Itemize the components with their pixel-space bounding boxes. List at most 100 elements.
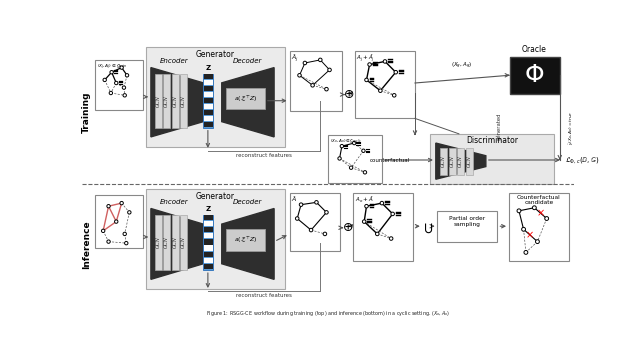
Circle shape: [324, 211, 328, 214]
Bar: [204, 215, 212, 220]
Polygon shape: [151, 208, 204, 279]
Bar: [95, 195, 143, 248]
Text: $A_j + \hat{A}_j$: $A_j + \hat{A}_j$: [356, 52, 376, 64]
Circle shape: [391, 212, 394, 216]
Bar: [449, 148, 456, 175]
Circle shape: [364, 171, 367, 174]
Polygon shape: [221, 68, 274, 137]
Circle shape: [120, 202, 124, 205]
Circle shape: [309, 228, 313, 232]
Text: Encoder: Encoder: [160, 58, 188, 64]
Bar: [204, 80, 212, 85]
Bar: [355, 51, 415, 118]
Bar: [458, 148, 464, 175]
Bar: [509, 193, 569, 261]
Text: GCN: GCN: [181, 95, 186, 107]
Bar: [204, 86, 212, 91]
Bar: [180, 215, 187, 270]
Circle shape: [115, 81, 118, 85]
Circle shape: [324, 87, 328, 91]
Circle shape: [536, 240, 540, 243]
Circle shape: [303, 61, 307, 65]
Bar: [204, 104, 212, 109]
Bar: [509, 57, 560, 94]
Text: $(X_o, A_o) \in \mathcal{G}_{cyclic}$: $(X_o, A_o) \in \mathcal{G}_{cyclic}$: [330, 137, 362, 146]
Bar: [204, 264, 212, 269]
Circle shape: [545, 217, 548, 221]
Text: $\times$: $\times$: [536, 208, 545, 218]
Bar: [204, 122, 212, 127]
Circle shape: [311, 83, 314, 87]
Text: GCN: GCN: [458, 155, 463, 167]
Bar: [172, 215, 179, 270]
Text: $\oplus$: $\oplus$: [343, 88, 355, 101]
Circle shape: [115, 220, 118, 223]
Circle shape: [319, 58, 322, 62]
Circle shape: [368, 63, 371, 66]
Circle shape: [323, 232, 326, 236]
Text: GCN: GCN: [173, 236, 178, 248]
Bar: [437, 211, 497, 242]
Circle shape: [109, 91, 113, 95]
Circle shape: [532, 206, 536, 210]
Text: Z: Z: [205, 66, 211, 72]
Text: Generator: Generator: [196, 192, 235, 200]
Circle shape: [392, 93, 396, 97]
Circle shape: [298, 73, 301, 77]
Text: Decoder: Decoder: [232, 58, 262, 64]
Text: Decoder: Decoder: [232, 199, 262, 205]
Bar: [147, 47, 285, 147]
Bar: [204, 233, 212, 238]
Text: Discriminator: Discriminator: [466, 136, 518, 145]
Text: $\oplus$: $\oplus$: [342, 221, 353, 234]
Bar: [204, 239, 212, 245]
Bar: [289, 51, 342, 111]
Bar: [353, 193, 413, 261]
Bar: [155, 74, 162, 128]
Polygon shape: [221, 208, 274, 279]
Text: GCN: GCN: [164, 236, 169, 248]
Bar: [204, 92, 212, 97]
Bar: [204, 110, 212, 115]
Text: Partial order
sampling: Partial order sampling: [449, 216, 485, 227]
Text: GCN: GCN: [173, 95, 178, 107]
Text: GCN: GCN: [467, 155, 472, 167]
Circle shape: [517, 209, 521, 213]
Bar: [95, 60, 143, 110]
Bar: [227, 88, 265, 109]
Bar: [163, 215, 170, 270]
Text: $A_o + \hat{A}$: $A_o + \hat{A}$: [355, 195, 374, 205]
Circle shape: [394, 71, 397, 74]
Bar: [431, 134, 554, 184]
Bar: [204, 98, 212, 103]
Bar: [204, 246, 212, 251]
Bar: [328, 135, 382, 183]
Circle shape: [123, 94, 127, 97]
Bar: [155, 215, 162, 270]
Bar: [204, 74, 213, 128]
Circle shape: [328, 68, 332, 72]
Bar: [204, 252, 212, 257]
Circle shape: [524, 251, 528, 254]
Circle shape: [365, 78, 368, 82]
Text: Inference: Inference: [82, 221, 91, 269]
Circle shape: [349, 166, 353, 169]
Circle shape: [379, 89, 382, 92]
Bar: [204, 227, 212, 232]
Bar: [204, 74, 212, 79]
Circle shape: [376, 232, 379, 236]
Text: Counterfactual
candidate: Counterfactual candidate: [517, 195, 561, 205]
Circle shape: [110, 71, 113, 74]
Text: Figure 1: RSGG-CE workflow during training (top) and inference (bottom) in a cyc: Figure 1: RSGG-CE workflow during traini…: [206, 310, 450, 319]
Circle shape: [315, 200, 318, 204]
Circle shape: [122, 86, 125, 89]
Text: $\hat{y}(X_o, A_o) = true$: $\hat{y}(X_o, A_o) = true$: [568, 110, 575, 145]
Text: generated: generated: [497, 112, 502, 140]
Text: Z: Z: [205, 206, 211, 212]
Polygon shape: [151, 68, 204, 137]
Bar: [204, 215, 213, 270]
Text: reconstruct features: reconstruct features: [236, 293, 292, 298]
Text: $\hat{A}_j$: $\hat{A}_j$: [291, 52, 299, 64]
Text: GCN: GCN: [156, 236, 161, 248]
Text: Training: Training: [82, 92, 91, 133]
